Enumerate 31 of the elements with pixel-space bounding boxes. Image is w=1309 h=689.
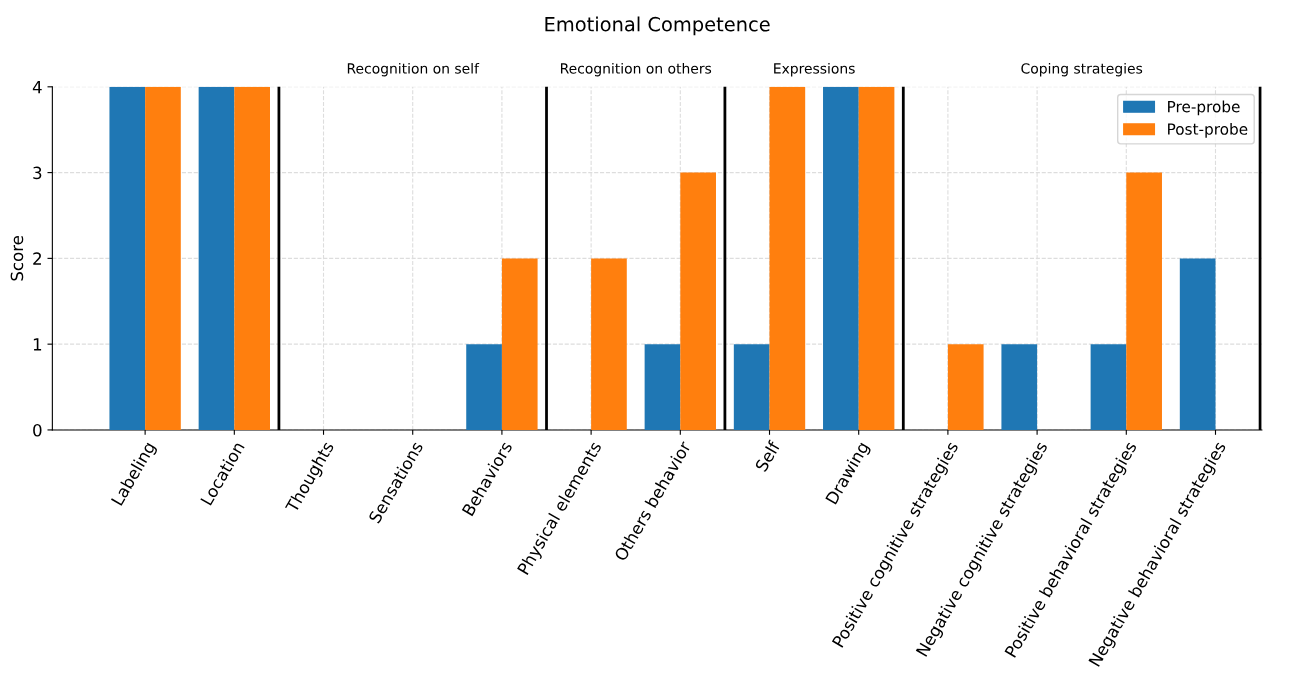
bar xyxy=(234,86,270,430)
legend-label: Pre-probe xyxy=(1168,100,1240,116)
chart-title: Emotional Competence xyxy=(545,16,770,36)
bar xyxy=(198,86,235,430)
bar xyxy=(644,344,681,430)
bar xyxy=(733,344,770,430)
bar xyxy=(109,86,146,430)
bar xyxy=(591,258,627,430)
bar xyxy=(680,172,716,430)
y-tick-label: 0 xyxy=(33,423,42,437)
bar xyxy=(858,86,895,430)
y-axis-title: Score xyxy=(10,235,24,281)
bar xyxy=(1001,344,1038,430)
text: Coping strategies xyxy=(1021,62,1143,77)
bar xyxy=(823,86,859,430)
bar xyxy=(145,86,181,430)
text: Expressions xyxy=(774,62,855,77)
bar xyxy=(1179,258,1216,430)
bar xyxy=(769,86,806,430)
y-tick-label: 4 xyxy=(32,80,42,94)
text: Recognition on self xyxy=(347,62,480,77)
bar xyxy=(1090,344,1127,430)
y-tick-label: 1 xyxy=(33,338,42,351)
y-tick-label: 2 xyxy=(33,252,41,265)
legend-label: Post-probe xyxy=(1168,122,1248,138)
text: Recognition on others xyxy=(561,62,712,77)
bar xyxy=(1126,172,1162,430)
bar xyxy=(466,344,502,430)
bar xyxy=(501,258,538,430)
y-tick-label: 3 xyxy=(33,166,42,180)
bar xyxy=(947,344,984,430)
